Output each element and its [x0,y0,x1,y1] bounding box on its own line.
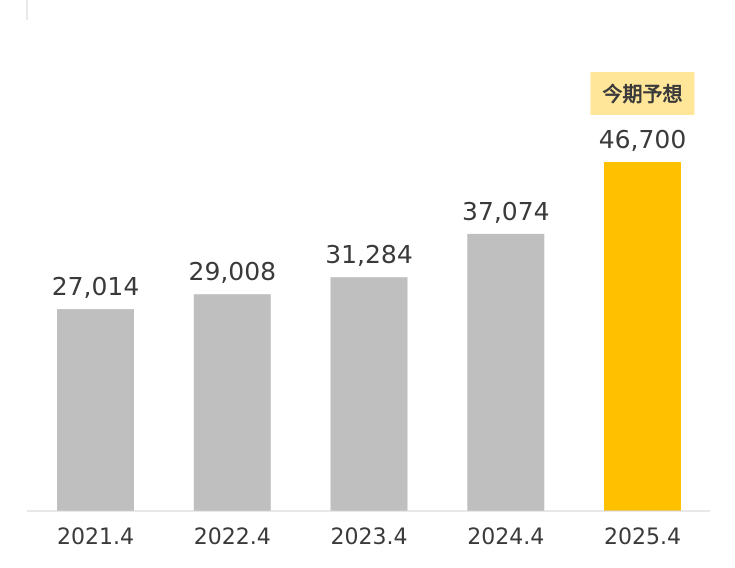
x-tick-label-2025.4: 2025.4 [604,525,681,550]
labels-layer: 27,014 2021.4 29,008 2022.4 31,284 2023.4 37,0… [52,72,695,550]
bars-layer [57,162,681,511]
value-label-2021.4: 27,014 [52,272,139,301]
bar-2023.4 [330,277,408,511]
forecast-badge-label: 今期予想 [603,82,683,106]
x-tick-label-2021.4: 2021.4 [57,525,134,550]
bar-2024.4 [467,233,545,511]
x-tick-label-2023.4: 2023.4 [331,525,408,550]
bar-2021.4 [57,309,134,511]
bar-2025.4 [604,162,681,511]
forecast-badge [590,72,695,115]
value-label-2022.4: 29,008 [189,257,276,286]
x-tick-label-2024.4: 2024.4 [467,525,544,550]
value-label-2024.4: 37,074 [462,197,549,226]
bar-2022.4 [193,294,271,511]
value-label-2023.4: 31,284 [325,240,412,269]
x-tick-label-2022.4: 2022.4 [194,525,271,550]
value-label-2025.4: 46,700 [599,125,686,154]
